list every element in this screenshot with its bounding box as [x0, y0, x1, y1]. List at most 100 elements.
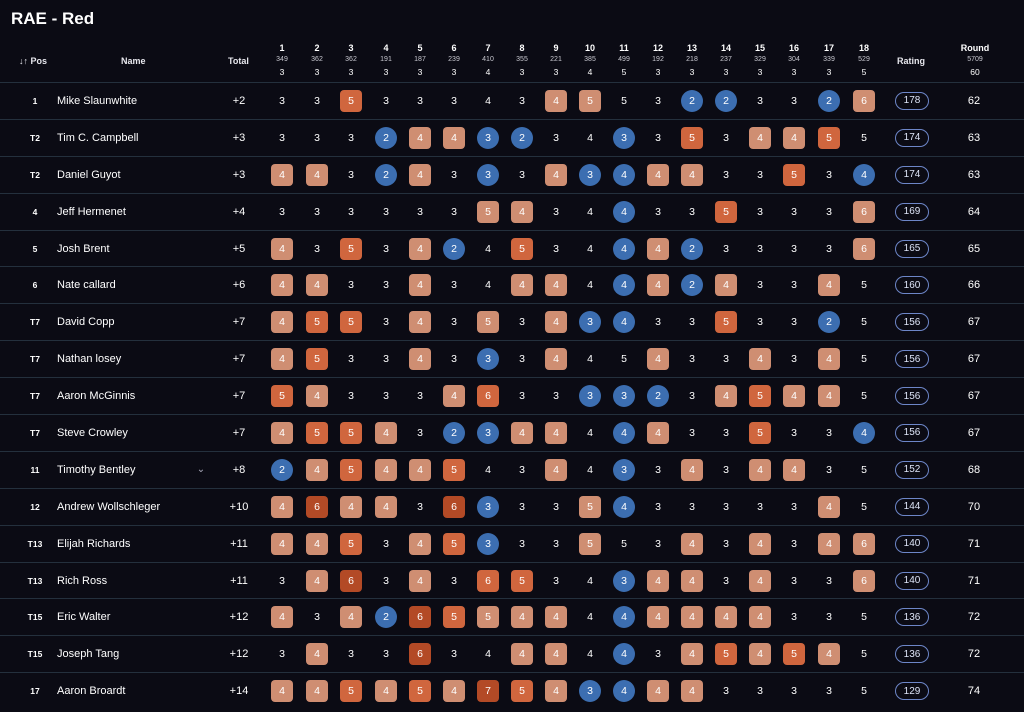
rating-pill: 178 [895, 91, 929, 110]
score-cell-hole-16: 5 [782, 636, 806, 672]
player-name[interactable]: David Copp [57, 316, 115, 329]
table-row[interactable]: 6 Nate callard +6 4 4 3 3 4 3 4 4 4 4 4 4 2 4 3 3 4 5 160 66 [0, 266, 1024, 303]
score-badge: 3 [579, 311, 601, 334]
player-name[interactable]: Nathan losey [57, 353, 122, 366]
hole-par: 3 [314, 67, 320, 77]
score-cell-hole-10: 4 [578, 599, 602, 635]
table-row[interactable]: T2 Tim C. Campbell +3 3 3 3 2 4 4 3 2 3 4 3 3 5 3 4 4 5 5 174… [0, 118, 1024, 156]
total-column-header[interactable]: Total [228, 56, 249, 66]
score-cell-hole-17: 3 [817, 599, 841, 635]
score-badge: 3 [477, 532, 499, 555]
hole-number: 11 [619, 43, 629, 53]
score-cell-hole-8: 3 [510, 304, 534, 340]
score-cell-hole-3: 3 [339, 157, 363, 193]
score-badge: 4 [443, 680, 465, 703]
player-name[interactable]: Rich Ross [57, 574, 108, 587]
score-cell-hole-2: 3 [305, 120, 329, 156]
table-row[interactable]: 11 Timothy Bentley ⌄ +8 2 4 5 4 4 5 4 3 4 4 3 3 4 3 4 4 3 5 15… [0, 450, 1024, 488]
score-badge: 3 [383, 242, 389, 255]
score-badge: 4 [271, 274, 293, 297]
score-badge: 7 [477, 680, 499, 703]
table-row[interactable]: T13 Elijah Richards +11 4 4 5 3 4 5 3 3 3 5 5 3 4 3 4 3 4 6 1… [0, 524, 1024, 562]
round-score: 72 [967, 611, 981, 624]
player-name[interactable]: Andrew Wollschleger [57, 500, 161, 513]
player-name[interactable]: Daniel Guyot [57, 168, 121, 181]
score-cell-hole-1: 4 [270, 267, 294, 303]
rating-column-header[interactable]: Rating [897, 56, 925, 66]
round-column-header[interactable]: Round 5709 60 [955, 44, 995, 77]
player-total: +6 [232, 279, 246, 292]
hole-number: 18 [858, 43, 869, 53]
score-cell-hole-7: 3 [476, 415, 500, 451]
score-badge: 3 [723, 463, 729, 476]
player-name[interactable]: Aaron Broardt [57, 685, 126, 698]
table-row[interactable]: T7 Steve Crowley +7 4 5 5 4 3 2 3 4 4 4 4 4 3 3 5 3 3 4 156 67 [0, 414, 1024, 451]
round-score: 63 [967, 168, 981, 181]
score-cell-hole-9: 3 [544, 489, 568, 525]
hole-par: 3 [451, 67, 457, 77]
player-name[interactable]: Jeff Hermenet [57, 205, 126, 218]
score-cell-hole-16: 3 [782, 304, 806, 340]
player-name[interactable]: Elijah Richards [57, 537, 131, 550]
score-cell-hole-1: 4 [270, 599, 294, 635]
player-name[interactable]: Tim C. Campbell [57, 131, 139, 144]
score-cell-hole-9: 4 [544, 673, 568, 709]
table-row[interactable]: 1 Mike Slaunwhite +2 3 3 5 3 3 3 4 3 4 5 5 3 2 2 3 3 2 6 178 6… [0, 82, 1024, 119]
rating-pill: 140 [895, 571, 929, 590]
player-name[interactable]: Nate callard [57, 279, 116, 292]
rating-pill: 156 [895, 313, 929, 332]
score-cell-hole-3: 5 [339, 526, 363, 562]
table-row[interactable]: 5 Josh Brent +5 4 3 5 3 4 2 4 5 3 4 4 4 2 3 3 3 3 6 165 65 [0, 229, 1024, 267]
score-cell-hole-16: 3 [782, 673, 806, 709]
score-cell-hole-1: 3 [270, 563, 294, 599]
score-cell-hole-2: 4 [305, 267, 329, 303]
table-row[interactable]: T15 Eric Walter +12 4 3 4 2 6 5 5 4 4 4 4 4 4 4 4 3 3 5 136 72 [0, 598, 1024, 635]
table-row[interactable]: T7 Aaron McGinnis +7 5 4 3 3 3 4 6 3 3 3 3 2 3 4 5 4 4 5 156 6… [0, 377, 1024, 414]
score-cell-hole-4: 3 [374, 83, 398, 119]
round-score: 64 [967, 205, 981, 218]
player-name[interactable]: Josh Brent [57, 242, 110, 255]
score-badge: 3 [519, 537, 525, 550]
table-row[interactable]: T7 David Copp +7 4 5 5 3 4 3 5 3 4 3 4 3 3 5 3 3 2 5 156 67 [0, 303, 1024, 340]
score-cell-hole-3: 5 [339, 415, 363, 451]
table-row[interactable]: 17 Aaron Broardt +14 4 4 5 4 5 4 7 5 4 3 4 4 4 3 3 3 3 5 129 7… [0, 672, 1024, 709]
player-name[interactable]: Eric Walter [57, 611, 111, 624]
player-position: 6 [32, 280, 38, 291]
player-position: 5 [32, 243, 38, 254]
score-cell-hole-5: 6 [408, 636, 432, 672]
player-name[interactable]: Mike Slaunwhite [57, 94, 138, 107]
score-badge: 3 [791, 685, 797, 698]
table-row[interactable]: 12 Andrew Wollschleger +10 4 6 4 4 3 6 3 3 3 5 4 3 3 3 3 3… [0, 487, 1024, 525]
score-cell-hole-4: 3 [374, 378, 398, 414]
chevron-down-icon[interactable]: ⌄ [196, 464, 206, 476]
score-cell-hole-11: 5 [612, 341, 636, 377]
hole-number: 14 [720, 43, 731, 53]
table-row[interactable]: T2 Daniel Guyot +3 4 4 3 2 4 3 3 3 4 3 4 4 4 3 3 5 3 4 174 63 [0, 155, 1024, 193]
table-row[interactable]: 4 Jeff Hermenet +4 3 3 3 3 3 3 5 4 3 4 4 3 3 5 3 3 3 6 169 64 [0, 192, 1024, 230]
score-cell-hole-15: 4 [748, 636, 772, 672]
player-name[interactable]: Steve Crowley [57, 426, 128, 439]
score-cell-hole-10: 4 [578, 415, 602, 451]
score-cell-hole-10: 3 [578, 378, 602, 414]
name-column-header[interactable]: Name [121, 56, 146, 66]
pos-column-header[interactable]: ↓↑ Pos [19, 56, 47, 66]
player-name[interactable]: Timothy Bentley [57, 463, 136, 476]
sort-arrows-icon[interactable]: ↓↑ [19, 56, 28, 66]
player-name[interactable]: Aaron McGinnis [57, 390, 136, 403]
score-cell-hole-11: 5 [612, 83, 636, 119]
score-cell-hole-17: 4 [817, 636, 841, 672]
score-cell-hole-13: 5 [680, 120, 704, 156]
score-badge: 5 [579, 495, 601, 518]
score-cell-hole-1: 3 [270, 636, 294, 672]
hole-par: 5 [621, 67, 627, 77]
table-row[interactable]: T7 Nathan losey +7 4 5 3 3 4 3 3 3 4 4 5 4 3 3 4 3 4 5 156 67 [0, 340, 1024, 377]
table-row[interactable]: T13 Rich Ross +11 3 4 6 3 4 3 6 5 3 4 3 4 4 3 4 3 3 6 140 71 [0, 561, 1024, 599]
player-total: +3 [232, 131, 246, 144]
player-name[interactable]: Joseph Tang [57, 648, 120, 661]
score-cell-hole-7: 3 [476, 120, 500, 156]
score-badge: 3 [477, 348, 499, 371]
table-row[interactable]: T15 Joseph Tang +12 3 4 3 3 6 3 4 4 4 4 4 3 4 5 4 5 4 5 136 72 [0, 635, 1024, 672]
hole-yards: 304 [788, 56, 800, 63]
score-badge: 5 [715, 643, 737, 666]
score-cell-hole-14: 4 [714, 267, 738, 303]
